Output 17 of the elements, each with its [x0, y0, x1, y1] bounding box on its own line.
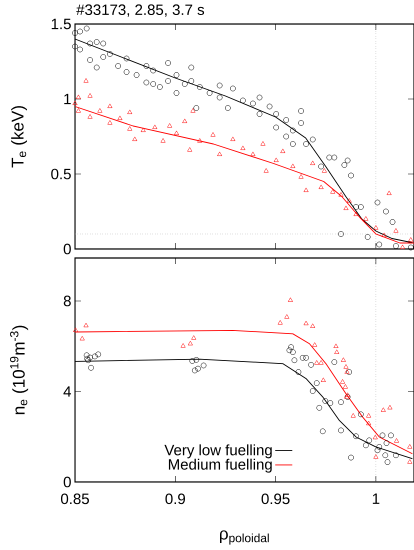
x-axis-title: ρ$_{poloidal}$: [220, 530, 269, 545]
chart-title: #33173, 2.85, 3.7 s: [76, 4, 204, 17]
y-axis-title: n$_{e}$ (10$^{19}$m$^{-3}$): [10, 326, 28, 414]
y-tick-label: 8: [64, 296, 71, 306]
y-axis-title: T$_{e}$ (keV): [11, 106, 27, 168]
y-tick-label: 4: [63, 386, 72, 397]
y-tick-label: 0.5: [51, 168, 71, 180]
x-tick-label: 0.85: [60, 494, 89, 504]
y-tick-label: 0: [64, 476, 71, 488]
y-tick-label: 0: [64, 244, 71, 254]
x-tick-label: 1: [372, 494, 380, 504]
x-tick-label: 0.95: [262, 494, 290, 504]
y-tick-label: 1.5: [52, 18, 71, 30]
y-tick-label: 1: [64, 94, 71, 104]
legend-label: Medium fuelling: [168, 458, 272, 473]
x-tick-label: 0.9: [165, 494, 185, 504]
legend-label: Very low fuelling: [164, 444, 272, 458]
